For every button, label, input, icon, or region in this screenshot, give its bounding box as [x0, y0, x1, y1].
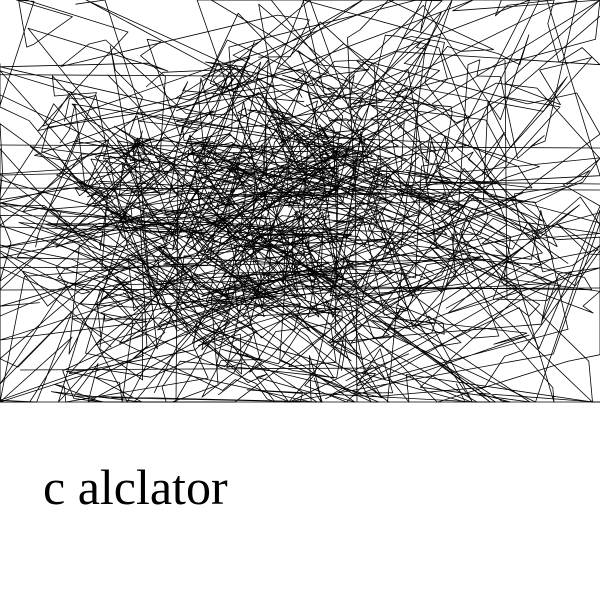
scribble-stroke: [163, 0, 530, 333]
scribble-stroke: [240, 185, 566, 371]
scribble-stroke: [134, 0, 495, 351]
scribble-stroke: [0, 91, 275, 282]
scribble-stroke: [0, 0, 378, 355]
scribble-stroke: [0, 94, 562, 403]
scribble-line: [504, 59, 508, 301]
scribble-stroke: [0, 61, 339, 385]
scribble-stroke: [155, 81, 450, 279]
caption-text: c alclator: [43, 459, 228, 515]
scribble-stroke: [21, 0, 267, 350]
scribble-stroke: [71, 103, 412, 362]
scribble-stroke: [0, 179, 478, 403]
scribble-stroke: [196, 0, 524, 339]
scribble-stroke: [220, 95, 524, 379]
scribble-stroke: [22, 0, 600, 244]
scribble-stroke: [227, 108, 558, 337]
scribble-line: [354, 149, 358, 403]
scribble-stroke: [0, 123, 600, 363]
scribble-stroke: [68, 133, 600, 374]
scribble-stroke: [54, 82, 600, 403]
scribble-stroke: [0, 107, 600, 403]
scribble-line: [19, 367, 381, 371]
scribble-line: [0, 187, 600, 191]
scribble-stroke: [101, 34, 459, 342]
scribble-stroke: [0, 62, 372, 403]
scribble-stroke: [163, 74, 450, 293]
scribble-stroke: [199, 0, 600, 293]
scribble-line: [0, 144, 600, 149]
scribble-stroke: [277, 21, 497, 262]
scribble-stroke: [171, 50, 580, 403]
scribble-canvas: [0, 0, 600, 403]
scribble-line: [0, 287, 600, 291]
scribble-stroke: [0, 152, 395, 315]
scribble-drawing: [0, 0, 600, 403]
scribble-line: [429, 181, 600, 185]
scribble-stroke: [126, 146, 491, 403]
scribble-line: [175, 169, 179, 403]
scribble-stroke: [41, 71, 303, 206]
scribble-stroke: [121, 122, 600, 403]
scribble-stroke: [161, 209, 569, 403]
scribble-stroke: [44, 153, 386, 398]
scribble-stroke: [136, 223, 466, 403]
scribble-stroke: [55, 0, 542, 403]
scribble-stroke: [325, 168, 600, 400]
scribble-stroke: [246, 171, 496, 403]
